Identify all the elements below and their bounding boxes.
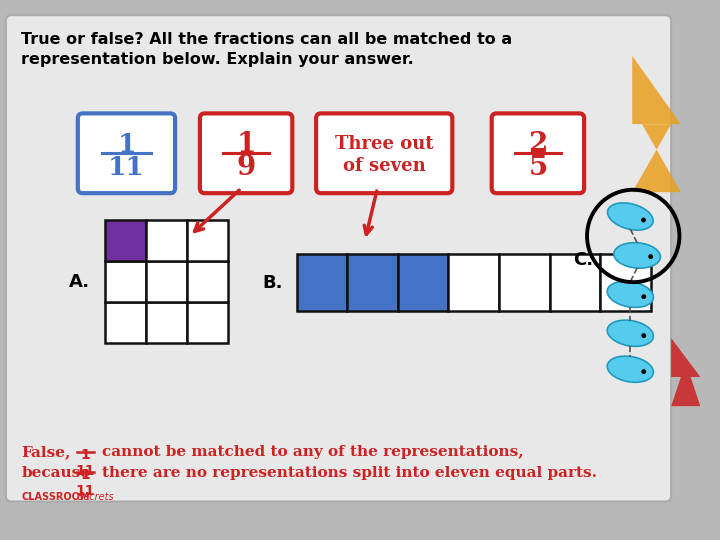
Polygon shape (608, 322, 611, 337)
Bar (600, 254, 651, 311)
Text: CLASSROOM: CLASSROOM (22, 491, 90, 502)
Bar (549, 254, 600, 311)
Text: True or false? All the fractions can all be matched to a
representation below. E: True or false? All the fractions can all… (22, 32, 513, 67)
Ellipse shape (607, 356, 654, 382)
Polygon shape (384, 180, 550, 338)
Bar (146, 302, 186, 343)
Polygon shape (671, 338, 701, 406)
Text: 2: 2 (528, 131, 548, 158)
Ellipse shape (648, 254, 653, 259)
Ellipse shape (642, 369, 646, 374)
Polygon shape (608, 204, 612, 219)
Bar (347, 254, 398, 311)
FancyBboxPatch shape (6, 15, 671, 502)
Bar (449, 254, 499, 311)
Polygon shape (608, 358, 611, 373)
Text: Three out: Three out (335, 134, 433, 152)
Bar (105, 261, 146, 302)
Bar (105, 220, 146, 261)
Text: cannot be matched to any of the representations,: cannot be matched to any of the represen… (102, 445, 523, 459)
Text: 1: 1 (236, 131, 256, 158)
Bar (146, 261, 186, 302)
Ellipse shape (607, 320, 654, 346)
Text: 9: 9 (236, 154, 256, 181)
Ellipse shape (642, 294, 646, 299)
Text: 11: 11 (76, 463, 95, 477)
FancyBboxPatch shape (492, 113, 584, 193)
Text: False,: False, (22, 445, 71, 459)
Polygon shape (615, 246, 616, 261)
FancyBboxPatch shape (78, 113, 175, 193)
Bar (105, 302, 146, 343)
Bar (186, 302, 228, 343)
Ellipse shape (642, 333, 646, 338)
Text: Secrets: Secrets (78, 491, 114, 502)
Bar (398, 254, 449, 311)
Text: of seven: of seven (343, 157, 426, 175)
FancyBboxPatch shape (200, 113, 292, 193)
Bar (297, 254, 347, 311)
Bar (499, 254, 549, 311)
Text: 1: 1 (81, 448, 91, 462)
Text: B.: B. (262, 274, 283, 292)
Bar (186, 261, 228, 302)
Text: because: because (22, 467, 91, 481)
FancyBboxPatch shape (316, 113, 452, 193)
Text: 1: 1 (81, 468, 91, 482)
Polygon shape (608, 283, 611, 298)
Ellipse shape (608, 203, 653, 230)
Bar (186, 220, 228, 261)
Ellipse shape (614, 242, 660, 268)
Text: 5: 5 (528, 154, 547, 181)
Text: there are no representations split into eleven equal parts.: there are no representations split into … (102, 467, 597, 481)
Text: 11: 11 (76, 484, 95, 498)
Text: 11: 11 (108, 155, 145, 180)
Polygon shape (632, 56, 681, 192)
Bar (146, 220, 186, 261)
Text: A.: A. (69, 273, 90, 291)
Ellipse shape (641, 218, 646, 222)
Text: 1: 1 (117, 132, 135, 157)
Text: C.: C. (574, 251, 594, 269)
Ellipse shape (607, 281, 654, 307)
